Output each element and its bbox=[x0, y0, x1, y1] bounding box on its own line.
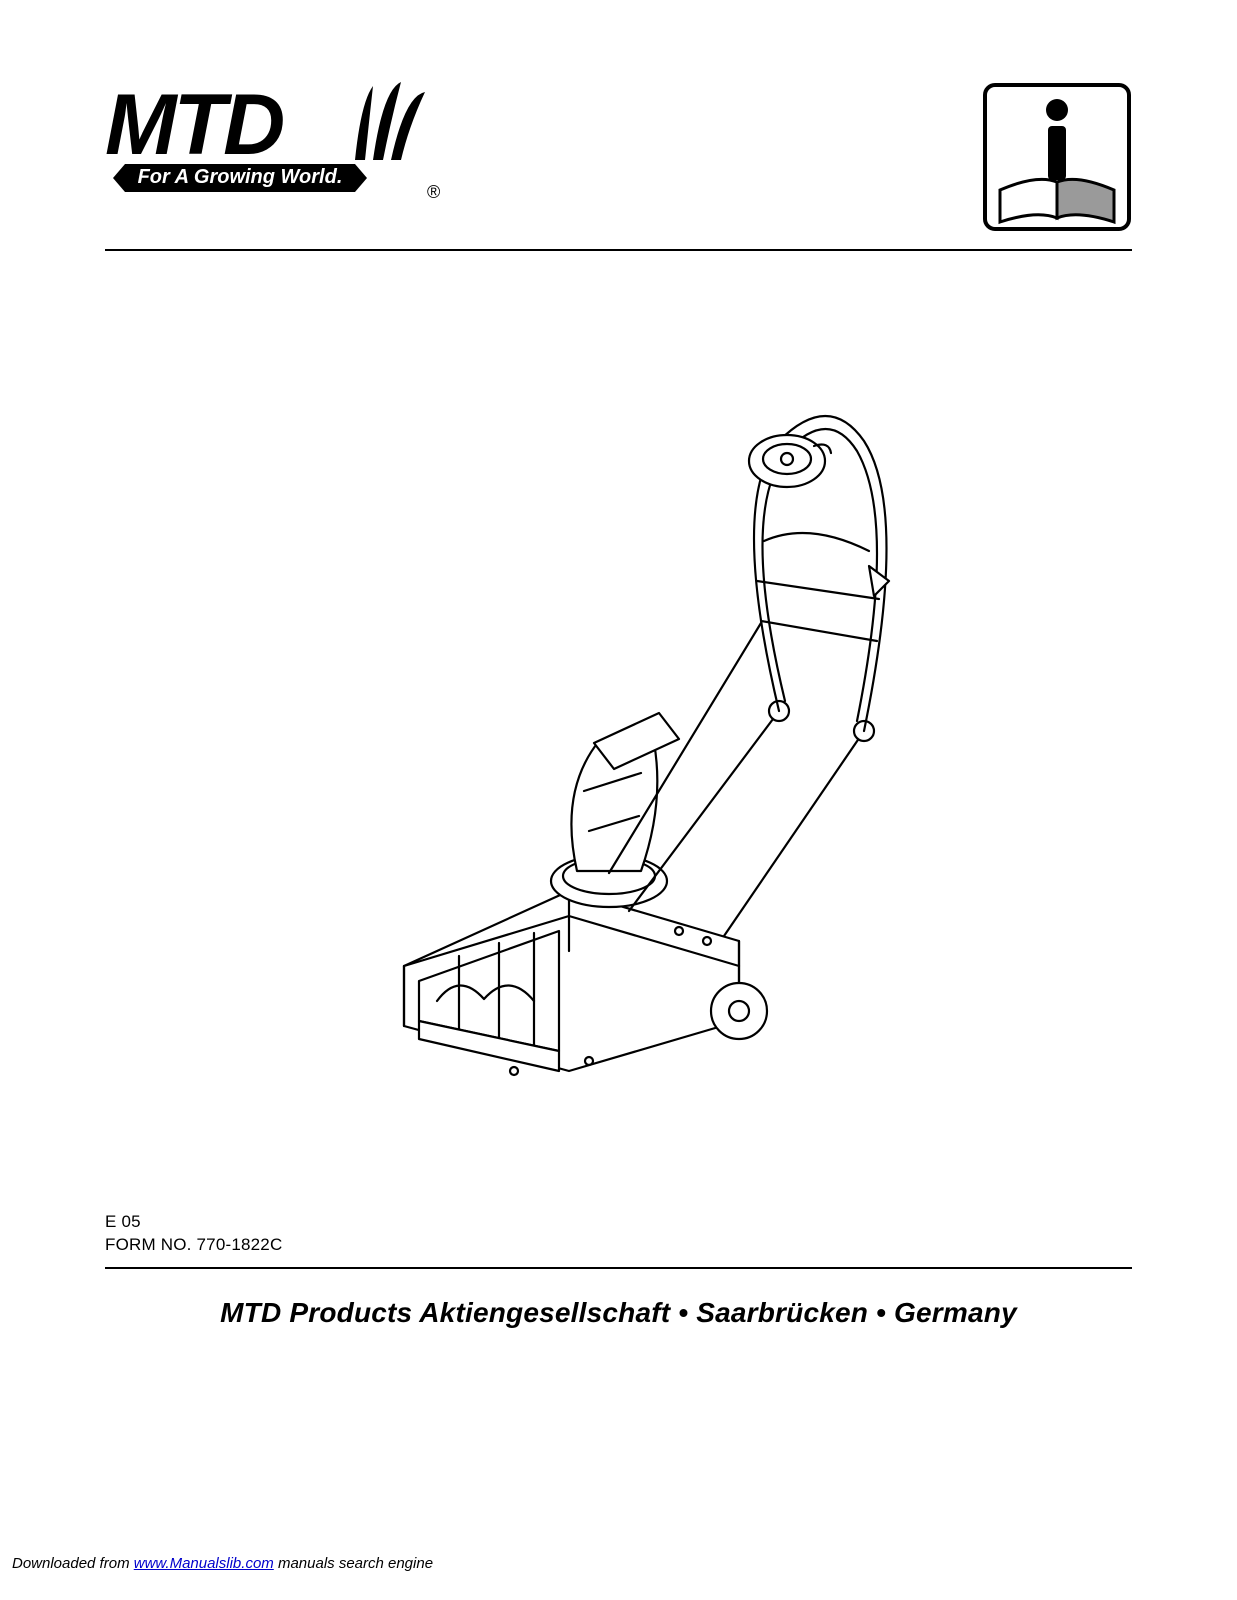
download-link[interactable]: www.Manualslib.com bbox=[134, 1555, 274, 1572]
meta-line-1: E 05 bbox=[105, 1211, 1132, 1234]
info-manual-icon bbox=[982, 82, 1132, 237]
svg-text:MTD: MTD bbox=[105, 82, 283, 173]
logo-tagline: For A Growing World. bbox=[138, 166, 343, 188]
brand-logo: MTD For A Growing World. ® bbox=[105, 82, 455, 222]
download-credit-line: Downloaded from www.Manualslib.com manua… bbox=[12, 1555, 433, 1572]
snow-thrower-line-art bbox=[309, 371, 929, 1091]
meta-line-2: FORM NO. 770-1822C bbox=[105, 1234, 1132, 1257]
download-suffix: manuals search engine bbox=[274, 1555, 433, 1572]
registered-mark: ® bbox=[427, 182, 440, 202]
info-icon-svg bbox=[982, 82, 1132, 232]
mtd-logo-svg: MTD For A Growing World. ® bbox=[105, 82, 455, 217]
product-illustration-wrap bbox=[105, 371, 1132, 1091]
product-illustration bbox=[309, 371, 929, 1091]
divider-bottom bbox=[105, 1267, 1132, 1269]
header-row: MTD For A Growing World. ® bbox=[105, 82, 1132, 237]
manual-cover-page: MTD For A Growing World. ® bbox=[105, 82, 1132, 1550]
meta-block: E 05 FORM NO. 770-1822C bbox=[105, 1211, 1132, 1257]
download-prefix: Downloaded from bbox=[12, 1555, 134, 1572]
company-line: MTD Products Aktiengesellschaft • Saarbr… bbox=[105, 1297, 1132, 1329]
divider-top bbox=[105, 249, 1132, 251]
